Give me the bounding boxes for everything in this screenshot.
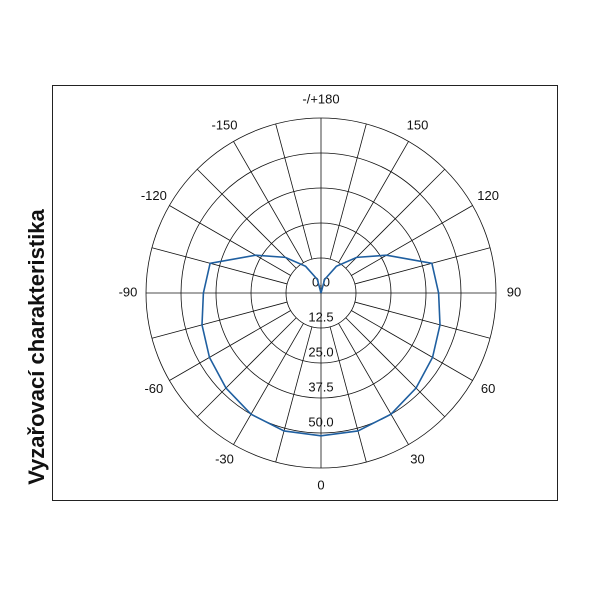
r-tick-label: 25.0 <box>308 344 333 359</box>
ring <box>215 187 427 399</box>
angle-tick-label: 90 <box>507 284 521 299</box>
angle-tick-label: 150 <box>407 117 429 132</box>
r-tick-label: 50.0 <box>308 414 333 429</box>
angle-tick-label: -120 <box>141 188 167 203</box>
ring <box>250 222 392 364</box>
r-tick-label: 37.5 <box>308 379 333 394</box>
ring <box>285 257 357 329</box>
angle-tick-label: 30 <box>410 452 424 467</box>
angle-tick-label: -150 <box>211 117 237 132</box>
frame <box>52 85 558 501</box>
angle-tick-label: -30 <box>215 452 234 467</box>
ring <box>180 152 462 434</box>
angle-tick-label: -90 <box>119 284 138 299</box>
pattern-line <box>201 254 441 437</box>
angle-tick-label: 120 <box>477 188 499 203</box>
r-tick-label: 12.5 <box>308 309 333 324</box>
chart-title: Vyzařovací charakteristika <box>24 208 49 484</box>
outer-ring <box>145 117 497 469</box>
angle-tick-label: -60 <box>144 381 163 396</box>
angle-tick-label: 0 <box>317 477 324 492</box>
angle-tick-label: 60 <box>481 381 495 396</box>
angle-tick-label: -/+180 <box>302 91 339 106</box>
